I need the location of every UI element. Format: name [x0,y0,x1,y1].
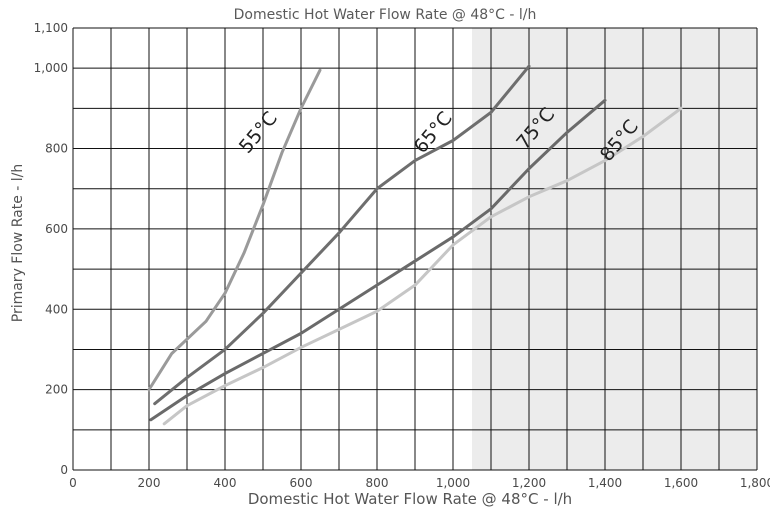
series-line-75c [149,98,607,422]
x-tick-label: 1,800 [740,476,770,490]
chart-title: Domestic Hot Water Flow Rate @ 48°C - l/… [233,7,537,23]
series-line-85c [162,106,683,426]
series-line-65c [153,64,531,406]
x-tick-label: 0 [69,476,77,490]
y-tick-label: 400 [45,302,68,316]
y-tick-label: 600 [45,222,68,236]
x-tick-label: 800 [366,476,389,490]
x-axis-label: Domestic Hot Water Flow Rate @ 48°C - l/… [247,490,573,508]
x-tick-label: 200 [138,476,161,490]
y-tick-label: 1,100 [34,21,68,35]
series-line-55c [147,68,322,392]
y-tick-label: 800 [45,142,68,156]
shaded-region [472,28,757,470]
x-tick-label: 1,600 [664,476,698,490]
y-tick-label: 200 [45,383,68,397]
y-tick-label: 0 [60,463,68,477]
x-tick-label: 1,400 [588,476,622,490]
x-tick-label: 1,200 [512,476,546,490]
x-tick-label: 1,000 [436,476,470,490]
x-tick-label: 600 [290,476,313,490]
y-tick-label: 1,000 [34,61,68,75]
curve-label: 55°C [235,108,282,158]
x-tick-label: 400 [214,476,237,490]
